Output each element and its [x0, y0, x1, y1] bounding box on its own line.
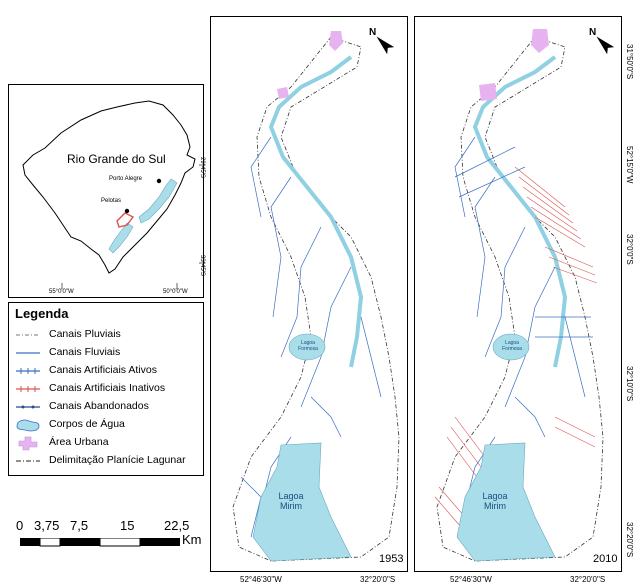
- city-label-porto-alegre: Porto Alegre: [109, 176, 143, 182]
- north-arrow-icon: [596, 36, 615, 55]
- lagoa-mirim: [252, 442, 352, 562]
- map-2010-coord-right-2: 52°15'0"W: [625, 146, 634, 184]
- map-2010-coord-bottom-2: 32°20'0"S: [570, 575, 606, 584]
- legend-item-abandonados: Canais Abandonados: [15, 399, 205, 415]
- legend-label: Canais Fluviais: [49, 346, 121, 358]
- inset-coord-lat-2: 33°45'S: [199, 255, 205, 276]
- lagoa-dos-patos: [138, 178, 178, 224]
- inset-map-svg: [22, 100, 205, 289]
- scale-tick-0: 0: [16, 518, 24, 533]
- lagoa-formosa: [288, 333, 326, 361]
- state-outline: [22, 100, 196, 274]
- lagoa-mirim: [456, 442, 556, 562]
- scale-unit: Km: [182, 532, 202, 547]
- line-blue-icon: [16, 352, 40, 354]
- legend-label: Canais Abandonados: [49, 400, 149, 412]
- water-polygon-icon: [16, 419, 40, 432]
- legend-item-artificiais-ativos: Canais Artificiais Ativos: [15, 363, 205, 379]
- dash-dot-gray-icon: [16, 334, 40, 336]
- inset-coord-lon-1: 55°0'0"W: [49, 289, 74, 295]
- map-2010-coord-right-3: 32°0'0"S: [625, 234, 634, 265]
- map-2010-coord-bottom-1: 52°46'30"W: [450, 575, 492, 584]
- porto-alegre-dot: [156, 178, 162, 184]
- scale-tick-1: 3,75: [34, 518, 60, 533]
- map-1953-coord-bottom-1: 52°46'30"W: [240, 575, 282, 584]
- study-area: [116, 212, 135, 228]
- line-darkblue-dots-icon: [16, 405, 40, 409]
- urban-area: [479, 83, 497, 101]
- lagoa-formosa-label: Lagoa Formosa: [502, 340, 522, 352]
- legend-label: Delimitação Planície Lagunar: [49, 454, 186, 466]
- pelotas-dot: [124, 208, 130, 214]
- dash-dot-black-icon: [16, 460, 40, 462]
- map-year: 1953: [379, 553, 404, 565]
- legend-item-delimitacao: Delimitação Planície Lagunar: [15, 453, 205, 469]
- map-2010-coord-right-4: 32°10'0"S: [625, 366, 634, 402]
- lagoa-mirim-label: Lagoa Mirim: [278, 491, 304, 511]
- map-2010-coord-right-1: 31°50'0"S: [625, 44, 634, 80]
- scale-tick-4: 22,5: [164, 518, 190, 533]
- map-1953-svg: [232, 31, 400, 562]
- line-red-ticks-icon: [16, 386, 40, 392]
- lagoa-formosa-label: Lagoa Formosa: [298, 340, 318, 352]
- scale-tick-2: 7,5: [70, 518, 89, 533]
- legend-panel: Legenda Canais Pluviais Canais Fluviais …: [8, 302, 204, 476]
- legend-item-pluviais: Canais Pluviais: [15, 327, 205, 343]
- main-river: [268, 55, 364, 368]
- urban-polygon-icon: [18, 436, 38, 451]
- main-river: [472, 55, 568, 368]
- map-panel-2010: N Lagoa Formosa Lagoa Mirim 2010: [414, 16, 622, 572]
- legend-label: Canais Pluviais: [49, 328, 121, 340]
- legend-item-artificiais-inativos: Canais Artificiais Inativos: [15, 381, 205, 397]
- legend-label: Área Urbana: [49, 436, 109, 448]
- map-2010-coord-right-5: 32°20'0"S: [625, 522, 634, 558]
- legend-item-corpos-agua: Corpos de Água: [15, 417, 205, 433]
- legend-label: Canais Artificiais Ativos: [49, 364, 157, 376]
- map-1953-coord-bottom-2: 32°20'0"S: [360, 575, 396, 584]
- north-arrow-icon: [376, 36, 395, 55]
- state-label: Rio Grande do Sul: [67, 152, 166, 166]
- inset-coord-lat-1: 29°45'S: [199, 157, 205, 178]
- lagoa-formosa: [492, 333, 530, 361]
- urban-area: [277, 87, 289, 99]
- map-2010-svg: [434, 29, 615, 562]
- inset-map-panel: Rio Grande do Sul Porto Alegre Pelotas 5…: [8, 84, 205, 298]
- lagoa-mirim-inset: [108, 222, 134, 254]
- scale-tick-3: 15: [120, 518, 135, 533]
- urban-area: [329, 31, 343, 51]
- legend-label: Canais Artificiais Inativos: [49, 382, 166, 394]
- lagoa-mirim-label: Lagoa Mirim: [482, 491, 508, 511]
- legend-item-fluviais: Canais Fluviais: [15, 345, 205, 361]
- scale-bar: 0 3,75 7,5 15 22,5 Km: [14, 518, 214, 554]
- map-panel-1953: N Lagoa Formosa Lagoa Mirim 1953: [210, 16, 408, 572]
- north-label: N: [589, 27, 597, 38]
- legend-item-area-urbana: Área Urbana: [15, 435, 205, 451]
- urban-area: [531, 29, 549, 53]
- north-label: N: [369, 27, 377, 38]
- legend-title: Legenda: [15, 306, 69, 321]
- legend-label: Corpos de Água: [49, 418, 125, 430]
- inset-coord-lon-2: 50°0'0"W: [163, 289, 188, 295]
- line-blue-ticks-icon: [16, 368, 40, 374]
- scale-bar-graphic: [20, 538, 180, 547]
- map-year: 2010: [593, 553, 618, 565]
- city-label-pelotas: Pelotas: [101, 198, 122, 204]
